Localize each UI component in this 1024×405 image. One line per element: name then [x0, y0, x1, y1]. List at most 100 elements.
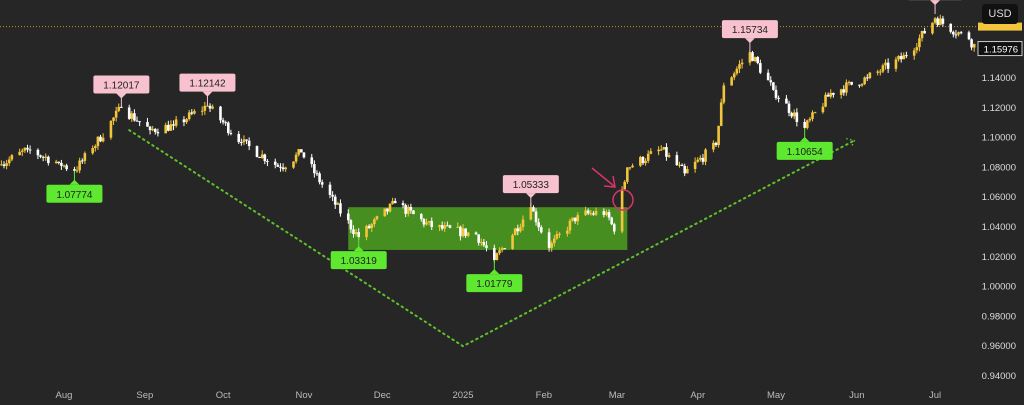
candle: [276, 162, 280, 168]
candle-body: [952, 31, 955, 35]
candle: [229, 129, 233, 136]
candle: [769, 76, 773, 86]
callout-text: 1.12017: [103, 81, 140, 92]
candle: [933, 16, 937, 25]
candle: [211, 104, 214, 110]
candle: [803, 118, 806, 129]
candle: [266, 159, 269, 167]
candle: [7, 156, 11, 167]
candle-body: [865, 77, 869, 79]
candle: [328, 181, 332, 199]
consolidation-range-box: [348, 207, 628, 250]
candle: [894, 56, 898, 72]
candle-body: [182, 119, 186, 123]
candle-body: [519, 227, 522, 232]
candle: [868, 71, 872, 80]
candle-body: [18, 151, 21, 156]
candle: [339, 199, 342, 217]
candle-body: [503, 248, 507, 250]
candle-body: [931, 22, 934, 34]
candle-body: [219, 106, 222, 121]
callout-box: [776, 141, 833, 160]
candle: [938, 14, 942, 26]
candle: [756, 56, 760, 65]
candle: [792, 109, 796, 120]
candle: [156, 128, 160, 137]
candle: [182, 116, 186, 127]
candle: [865, 74, 869, 82]
candle-body: [391, 200, 394, 204]
candle: [273, 158, 277, 169]
x-tick-label: Jun: [849, 390, 864, 401]
candle: [832, 92, 835, 98]
candle-body: [459, 226, 462, 237]
candle: [109, 120, 113, 140]
candle: [519, 223, 522, 233]
candle-body: [164, 124, 168, 134]
candle-body: [772, 82, 775, 90]
currency-button[interactable]: USD: [982, 4, 1018, 24]
candle-body: [190, 112, 194, 114]
candle-body: [547, 232, 551, 248]
candle: [920, 30, 924, 42]
candle-body: [573, 217, 577, 222]
candle: [60, 159, 63, 171]
candle: [678, 161, 681, 168]
candle: [790, 111, 793, 119]
callout-box: [721, 20, 778, 39]
candle-body: [529, 207, 533, 220]
candle-body: [148, 126, 152, 131]
candle-body: [7, 159, 11, 164]
candle-body: [406, 206, 410, 214]
candle-body: [936, 18, 939, 26]
candle: [5, 159, 8, 170]
candle-body: [279, 166, 282, 168]
candle-body: [972, 43, 976, 48]
candle-body: [532, 207, 535, 212]
callout-box: [93, 75, 150, 94]
candle-body: [464, 228, 467, 236]
candle-body: [302, 152, 306, 158]
candle-body: [553, 238, 556, 244]
candle: [662, 146, 666, 150]
candle-body: [701, 157, 705, 162]
candle: [539, 225, 543, 234]
candle-body: [349, 220, 353, 230]
candle: [133, 109, 136, 122]
candle: [388, 203, 392, 213]
candle-body: [208, 105, 212, 109]
candle: [401, 200, 405, 209]
candle: [482, 238, 486, 248]
candle: [237, 131, 241, 144]
candle: [584, 206, 587, 217]
candle: [644, 158, 647, 166]
candle-body: [558, 233, 561, 235]
candle-body: [626, 167, 629, 182]
callout-pointer: [930, 0, 941, 6]
x-tick-label: Mar: [609, 390, 625, 401]
last-price-tag: [978, 22, 1022, 31]
callout-pointer: [202, 91, 213, 97]
candle-body: [383, 208, 387, 217]
candle-body: [696, 159, 700, 162]
candle-body: [310, 157, 314, 165]
candle: [373, 217, 376, 228]
candle: [503, 247, 507, 250]
candle-body: [109, 120, 113, 138]
candle-body: [461, 228, 465, 237]
candle: [735, 66, 739, 76]
candle: [808, 116, 812, 123]
candle: [446, 221, 449, 227]
candle: [759, 59, 762, 75]
candle-body: [774, 89, 778, 98]
candle: [766, 69, 770, 81]
candle: [693, 157, 697, 173]
candle-body: [824, 94, 827, 107]
candle: [315, 170, 319, 176]
candle-body: [521, 219, 525, 228]
candle-body: [923, 30, 926, 34]
candle: [302, 152, 306, 159]
candle: [954, 30, 958, 39]
